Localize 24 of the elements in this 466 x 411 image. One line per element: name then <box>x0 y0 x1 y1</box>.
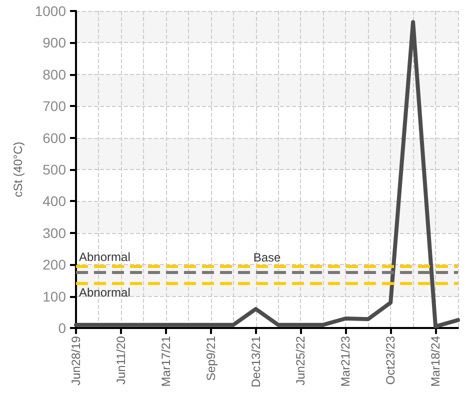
y-tick-label: 1000 <box>34 3 66 19</box>
y-tick-label: 800 <box>42 66 66 82</box>
x-tick-label: Mar21/23 <box>338 336 353 387</box>
x-tick-label: Dec13/21 <box>248 336 263 388</box>
x-tick-label: Mar17/21 <box>158 336 173 387</box>
ref-line-label: Base <box>253 250 281 265</box>
x-tick-label: Jun25/22 <box>294 336 308 386</box>
x-tick-label: Mar18/24 <box>428 336 443 387</box>
x-tick-label: Jun28/19 <box>69 336 83 386</box>
y-tick-label: 200 <box>42 256 66 273</box>
x-tick-label: Sep9/21 <box>204 336 218 381</box>
ref-line-label: Abnormal <box>79 250 130 264</box>
y-tick-label: 100 <box>42 288 66 304</box>
y-tick-label: 300 <box>42 224 66 241</box>
y-tick-label: 600 <box>42 130 66 146</box>
y-axis-title: cSt (40°C) <box>10 142 25 198</box>
y-tick-label: 700 <box>42 98 66 114</box>
y-tick-label: 900 <box>42 34 66 51</box>
y-tick-label: 400 <box>42 193 66 210</box>
x-tick-label: Oct23/23 <box>384 336 398 385</box>
ref-line-label: Abnormal <box>79 286 130 300</box>
y-tick-label: 0 <box>58 320 66 336</box>
x-tick-label: Jun11/20 <box>114 336 128 384</box>
y-tick-label: 500 <box>42 162 66 178</box>
